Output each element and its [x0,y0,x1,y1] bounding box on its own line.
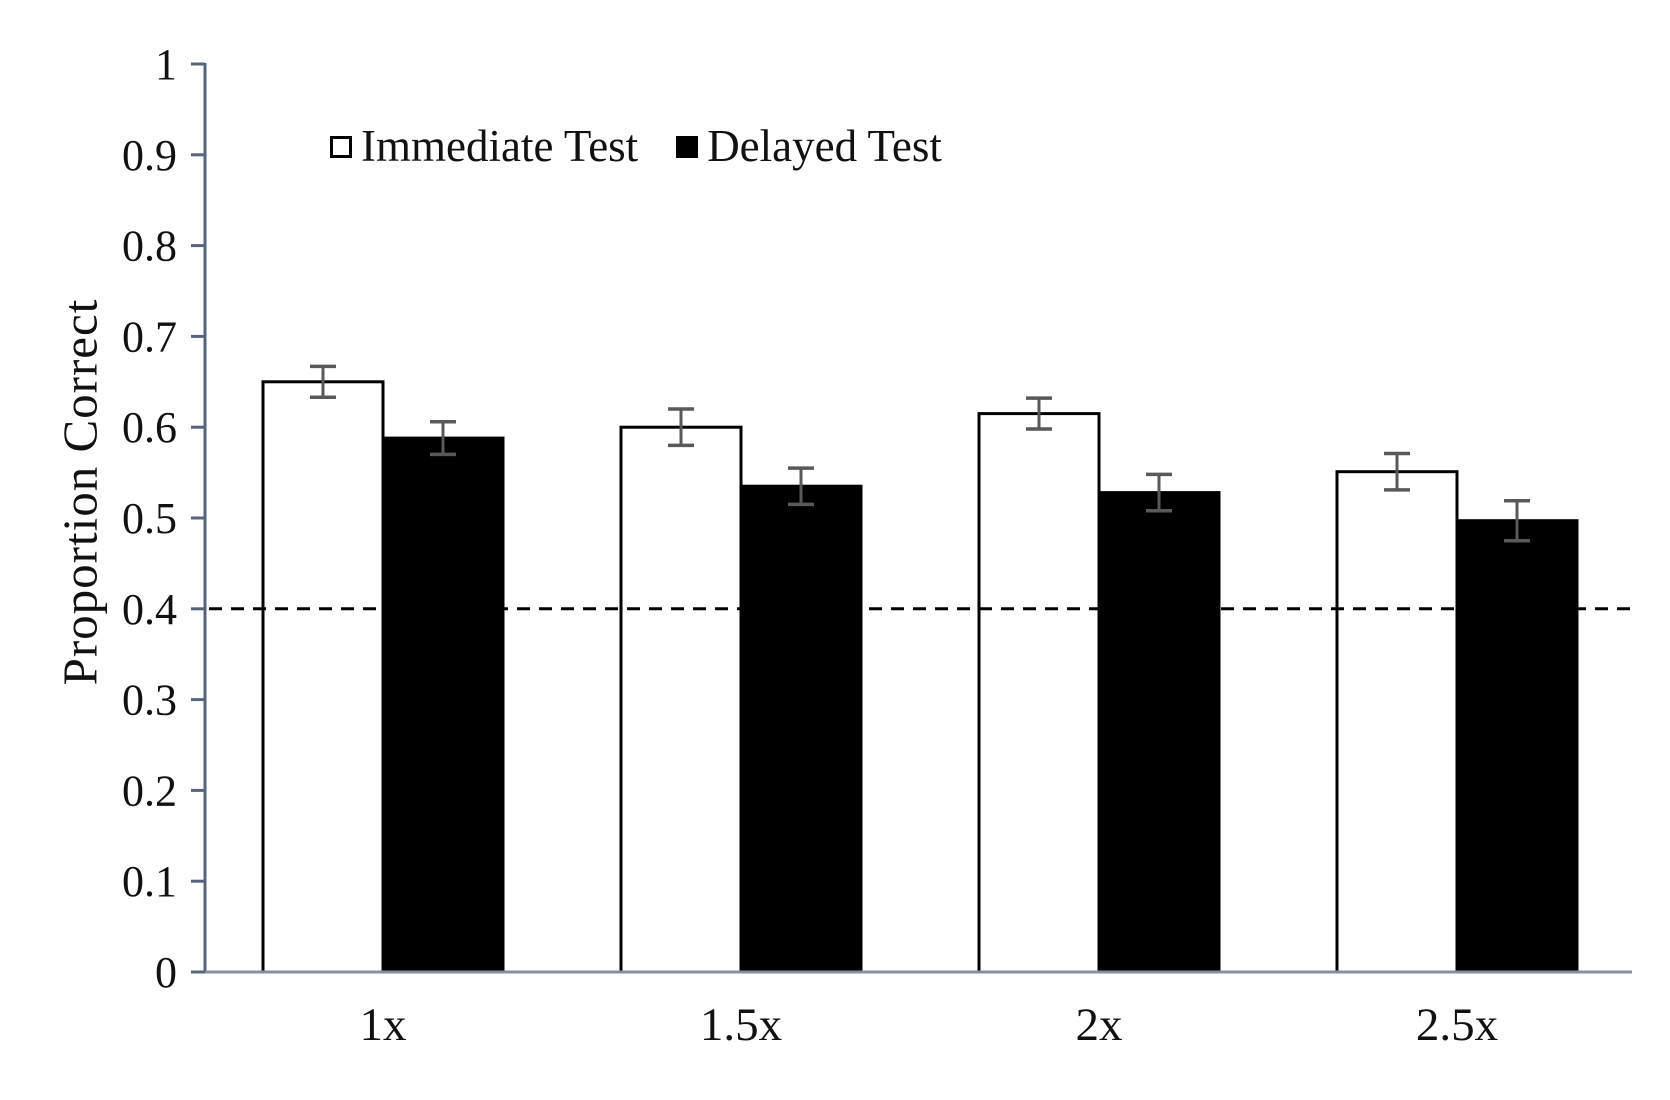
y-tick-label: 0.7 [122,312,177,361]
x-tick-label-1x: 1x [360,999,407,1051]
y-tick-label: 0.3 [122,676,177,725]
y-tick-label: 1 [155,40,177,89]
y-tick-label: 0 [155,948,177,997]
legend-item-delayed: Delayed Test [676,124,942,169]
bar-delayed-test-1x [381,436,505,974]
y-tick-label: 0.5 [122,494,177,543]
legend-label-immediate: Immediate Test [361,121,639,171]
y-tick-label: 0.9 [122,131,177,180]
legend-item-immediate: Immediate Test [330,124,638,169]
y-tick-label: 0.6 [122,403,177,452]
x-tick-label-2.5x: 2.5x [1416,999,1498,1051]
y-tick-label: 0.4 [122,585,177,634]
bar-immediate-test-1.5x [619,425,743,974]
x-tick-label-1.5x: 1.5x [700,999,782,1051]
y-tick-label: 0.8 [122,222,177,271]
y-tick-label: 0.1 [122,857,177,906]
bar-delayed-test-2.5x [1455,519,1579,974]
legend-swatch-immediate-icon [330,135,352,158]
bar-immediate-test-2.5x [1335,470,1459,974]
legend-label-delayed: Delayed Test [707,121,942,171]
bar-delayed-test-1.5x [739,484,863,974]
x-tick-label-2x: 2x [1076,999,1123,1051]
bar-immediate-test-2x [977,412,1101,974]
bar-delayed-test-2x [1097,491,1221,974]
chart-legend: Immediate Test Delayed Test [330,124,942,169]
y-tick-label: 0.2 [122,766,177,815]
bar-immediate-test-1x [261,380,385,974]
legend-swatch-delayed-icon [676,135,699,158]
